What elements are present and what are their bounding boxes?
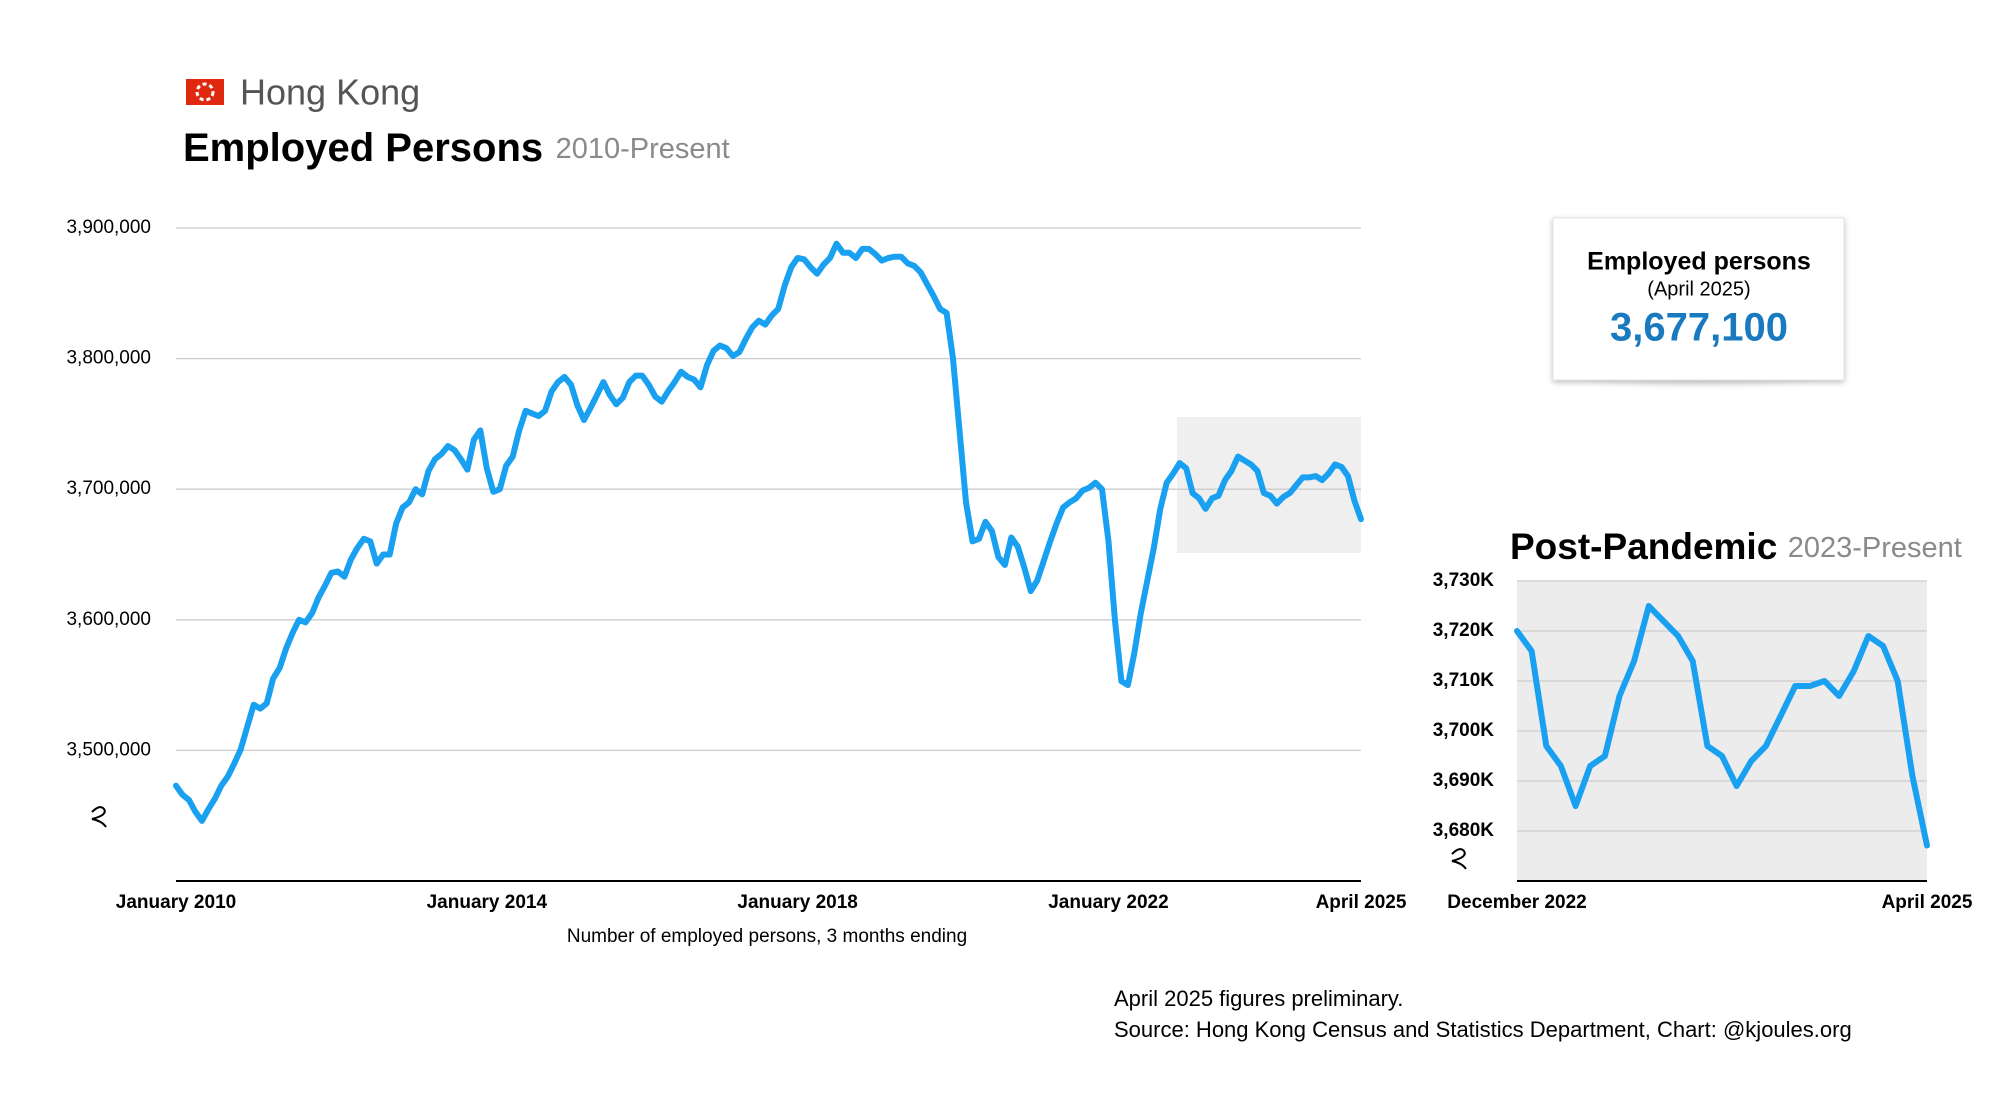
flag [186,79,224,105]
y-tick-label: 3,710K [1433,670,1495,691]
region: Hong Kong [240,72,420,113]
note: April 2025 figures preliminary. [1114,986,1403,1011]
y-tick-label: 3,730K [1433,570,1495,591]
main-title-line: Employed Persons 2010-Present [183,126,730,170]
x-tick-label: December 2022 [1447,892,1586,913]
y-tick-label: 3,900,000 [66,217,151,238]
y-tick-label: 3,680K [1433,820,1495,841]
x-axis-label: Number of employed persons, 3 months end… [567,926,967,947]
callout-value: 3,677,100 [1610,306,1788,350]
callout-title: Employed persons [1587,248,1811,276]
axis-break [1451,848,1467,870]
inset-subtitle: 2023-Present [1788,532,1962,564]
y-tick-label: 3,500,000 [66,739,151,760]
y-tick-label: 3,600,000 [66,609,151,630]
axis-break [91,806,107,828]
chart-subtitle: 2010-Present [556,133,730,165]
inset-title-line: Post-Pandemic 2023-Present [1510,526,1962,567]
source: Source: Hong Kong Census and Statistics … [1114,1017,1852,1042]
x-tick-label: January 2022 [1048,892,1168,913]
inset-highlight [1177,417,1361,553]
y-tick-label: 3,690K [1433,770,1495,791]
y-tick-label: 3,700,000 [66,478,151,499]
x-tick-label: January 2010 [116,892,236,913]
x-tick-label: April 2025 [1882,892,1973,913]
callout: Employed persons (April 2025) 3,677,100 [1549,217,1849,415]
data-line [1514,603,1930,849]
y-tick-label: 3,720K [1433,620,1495,641]
x-tick-label: April 2025 [1316,892,1407,913]
x-tick-label: January 2018 [737,892,857,913]
inset-title: Post-Pandemic [1510,526,1777,567]
y-tick-label: 3,700K [1433,720,1495,741]
y-tick-label: 3,800,000 [66,348,151,369]
chart-title: Employed Persons [183,126,543,170]
inset-chart: 3,680K 3,690K 3,700K 3,710K 3,720K 3,730K Dece… [1433,570,1973,913]
main-chart: 3,500,000 3,600,000 3,700,000 3,800,000 3,90… [66,217,1406,913]
callout-subtitle: (April 2025) [1647,278,1750,300]
x-tick-label: January 2014 [427,892,548,913]
data-line [173,240,1364,824]
